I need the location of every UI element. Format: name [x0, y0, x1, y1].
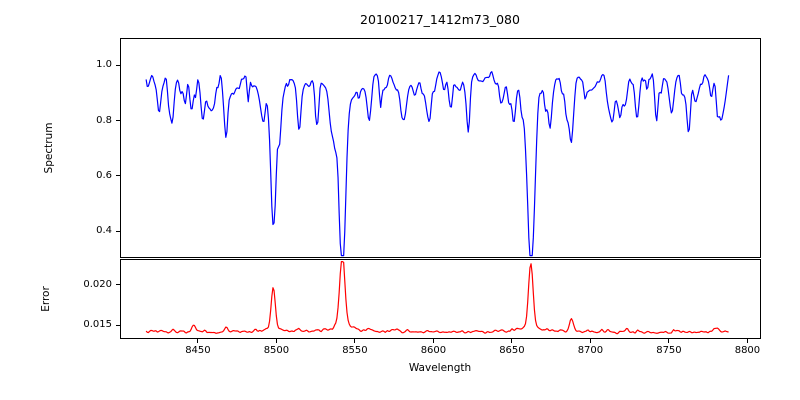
- spectrum-y-tick-mark: [116, 230, 120, 232]
- x-tick-mark: [746, 339, 748, 343]
- x-tick-mark: [432, 339, 434, 343]
- x-tick-mark: [511, 339, 513, 343]
- error-y-tick-mark: [116, 284, 120, 286]
- x-tick-label: 8500: [263, 345, 290, 356]
- error-y-axis-label: Error: [40, 286, 52, 312]
- x-tick-label: 8550: [342, 345, 368, 356]
- x-tick-mark: [197, 339, 199, 343]
- spectrum-y-tick-label: 0.6: [96, 169, 112, 181]
- x-tick-mark: [354, 339, 356, 343]
- spectrum-y-axis-label: Spectrum: [43, 122, 55, 174]
- x-tick-label: 8450: [185, 345, 211, 356]
- spectrum-plot-area: [120, 38, 761, 258]
- x-tick-label: 8700: [577, 345, 604, 356]
- x-tick-label: 8650: [499, 345, 525, 356]
- error-plot-svg: [145, 261, 729, 335]
- x-axis-label: Wavelength: [408, 362, 472, 374]
- error-plot-area: [120, 259, 761, 339]
- spectrum-y-tick-mark: [116, 175, 120, 177]
- error-y-tick-label: 0.015: [83, 319, 112, 331]
- spectrum-y-tick-label: 1.0: [96, 59, 112, 71]
- x-tick-label: 8800: [734, 345, 761, 356]
- x-tick-mark: [589, 339, 591, 343]
- x-tick-mark: [275, 339, 277, 343]
- spectrum-y-tick-label: 0.8: [96, 114, 112, 126]
- chart-title: 20100217_1412m73_080: [360, 12, 520, 27]
- spectrum-data-line: [145, 71, 730, 257]
- error-y-tick-label: 0.020: [83, 278, 112, 290]
- x-tick-label: 8750: [656, 345, 682, 356]
- error-y-tick-mark: [116, 324, 120, 326]
- x-tick-mark: [668, 339, 670, 343]
- spectrum-y-tick-label: 0.4: [96, 225, 112, 237]
- spectrum-plot-svg: [145, 71, 730, 257]
- spectrum-y-tick-mark: [116, 120, 120, 122]
- x-tick-label: 8600: [420, 345, 447, 356]
- spectrum-y-tick-mark: [116, 64, 120, 66]
- error-data-line: [145, 261, 729, 335]
